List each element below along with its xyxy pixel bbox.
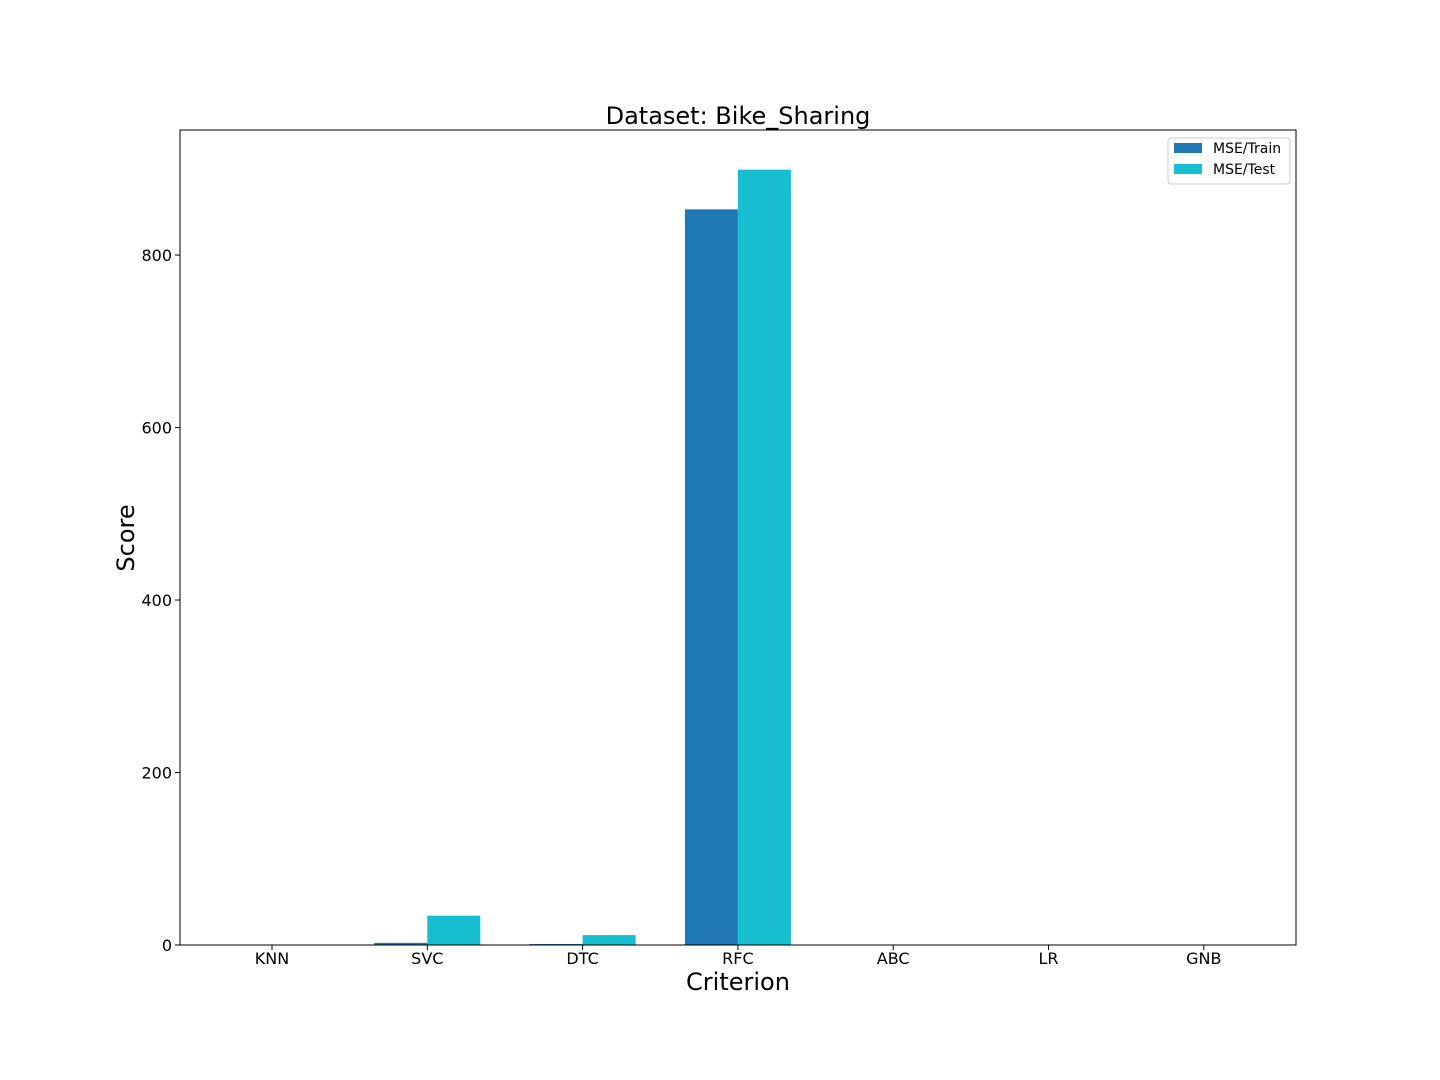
bar-train-svc <box>374 942 428 945</box>
y-axis-title: Score <box>112 504 140 571</box>
x-tick-label: KNN <box>255 949 289 968</box>
bar-test-svc <box>427 915 481 945</box>
y-tick-label: 800 <box>141 246 172 265</box>
y-tick-label: 400 <box>141 591 172 610</box>
y-tick-label: 200 <box>141 764 172 783</box>
legend-swatch <box>1174 143 1202 153</box>
y-tick-label: 0 <box>162 936 172 955</box>
legend: MSE/Train MSE/Test <box>1167 137 1291 185</box>
bar-test-dtc <box>582 935 636 945</box>
x-tick-label: DTC <box>566 949 598 968</box>
x-tick-label: RFC <box>722 949 754 968</box>
bar-train-dtc <box>529 943 583 945</box>
legend-swatch <box>1174 164 1202 174</box>
x-axis-title: Criterion <box>686 968 790 996</box>
legend-label: MSE/Test <box>1213 162 1276 178</box>
x-tick-label: ABC <box>877 949 910 968</box>
legend-label: MSE/Train <box>1213 141 1281 157</box>
x-tick-label: SVC <box>411 949 443 968</box>
x-tick-label: GNB <box>1186 949 1221 968</box>
bar-train-rfc <box>684 209 738 945</box>
x-axis: KNN SVC DTC RFC ABC LR GNB <box>255 945 1221 968</box>
y-tick-label: 600 <box>141 419 172 438</box>
x-tick-label: LR <box>1038 949 1058 968</box>
plot-area <box>374 169 791 946</box>
y-axis: 0 200 400 600 800 <box>141 246 180 955</box>
chart-title: Dataset: Bike_Sharing <box>606 102 871 130</box>
bar-test-rfc <box>737 169 791 946</box>
